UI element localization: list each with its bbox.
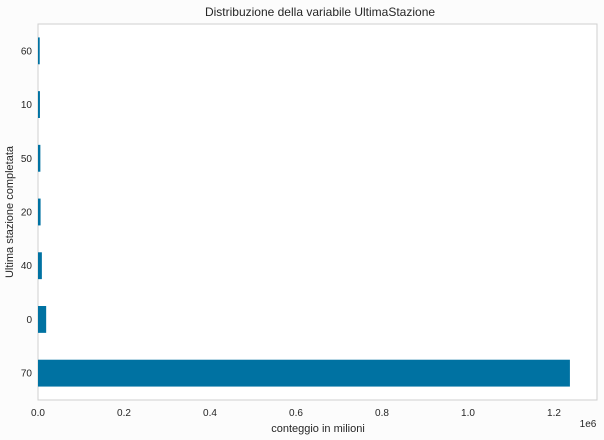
bar-60 (38, 37, 40, 65)
bar-0 (38, 306, 47, 333)
bar-20 (38, 198, 41, 226)
chart-title: Distribuzione della variabile UltimaStaz… (205, 5, 435, 19)
bar-70 (38, 359, 570, 387)
x-tick-label: 1.2 (547, 408, 561, 419)
y-axis-label: Ultima stazione completata (4, 145, 16, 278)
y-tick-label-70: 70 (21, 369, 33, 380)
x-tick-label: 0.8 (375, 408, 389, 419)
y-tick-label-20: 20 (21, 208, 33, 219)
y-tick-label-60: 60 (21, 46, 33, 57)
x-tick-label: 0.2 (117, 408, 131, 419)
x-tick-labels: 0.0 0.2 0.4 0.6 0.8 1.0 1.2 (31, 408, 561, 419)
bar-50 (38, 144, 41, 172)
y-tick-label-40: 40 (21, 261, 33, 272)
bar-40 (38, 252, 42, 280)
x-tick-label: 0.0 (31, 408, 45, 419)
x-tick-label: 0.6 (289, 408, 303, 419)
y-tick-label-50: 50 (21, 154, 33, 165)
y-tick-label-0: 0 (26, 315, 32, 326)
x-tick-label: 1.0 (461, 408, 475, 419)
plot-area (37, 23, 598, 401)
x-offset-label: 1e6 (580, 419, 597, 430)
y-tick-label-10: 10 (21, 100, 33, 111)
y-tick-labels: 70 0 40 20 50 10 60 (21, 46, 33, 379)
x-tick-label: 0.4 (203, 408, 217, 419)
x-axis-label: conteggio in milioni (271, 423, 365, 435)
bar-10 (38, 91, 40, 118)
bars-group (38, 37, 570, 387)
